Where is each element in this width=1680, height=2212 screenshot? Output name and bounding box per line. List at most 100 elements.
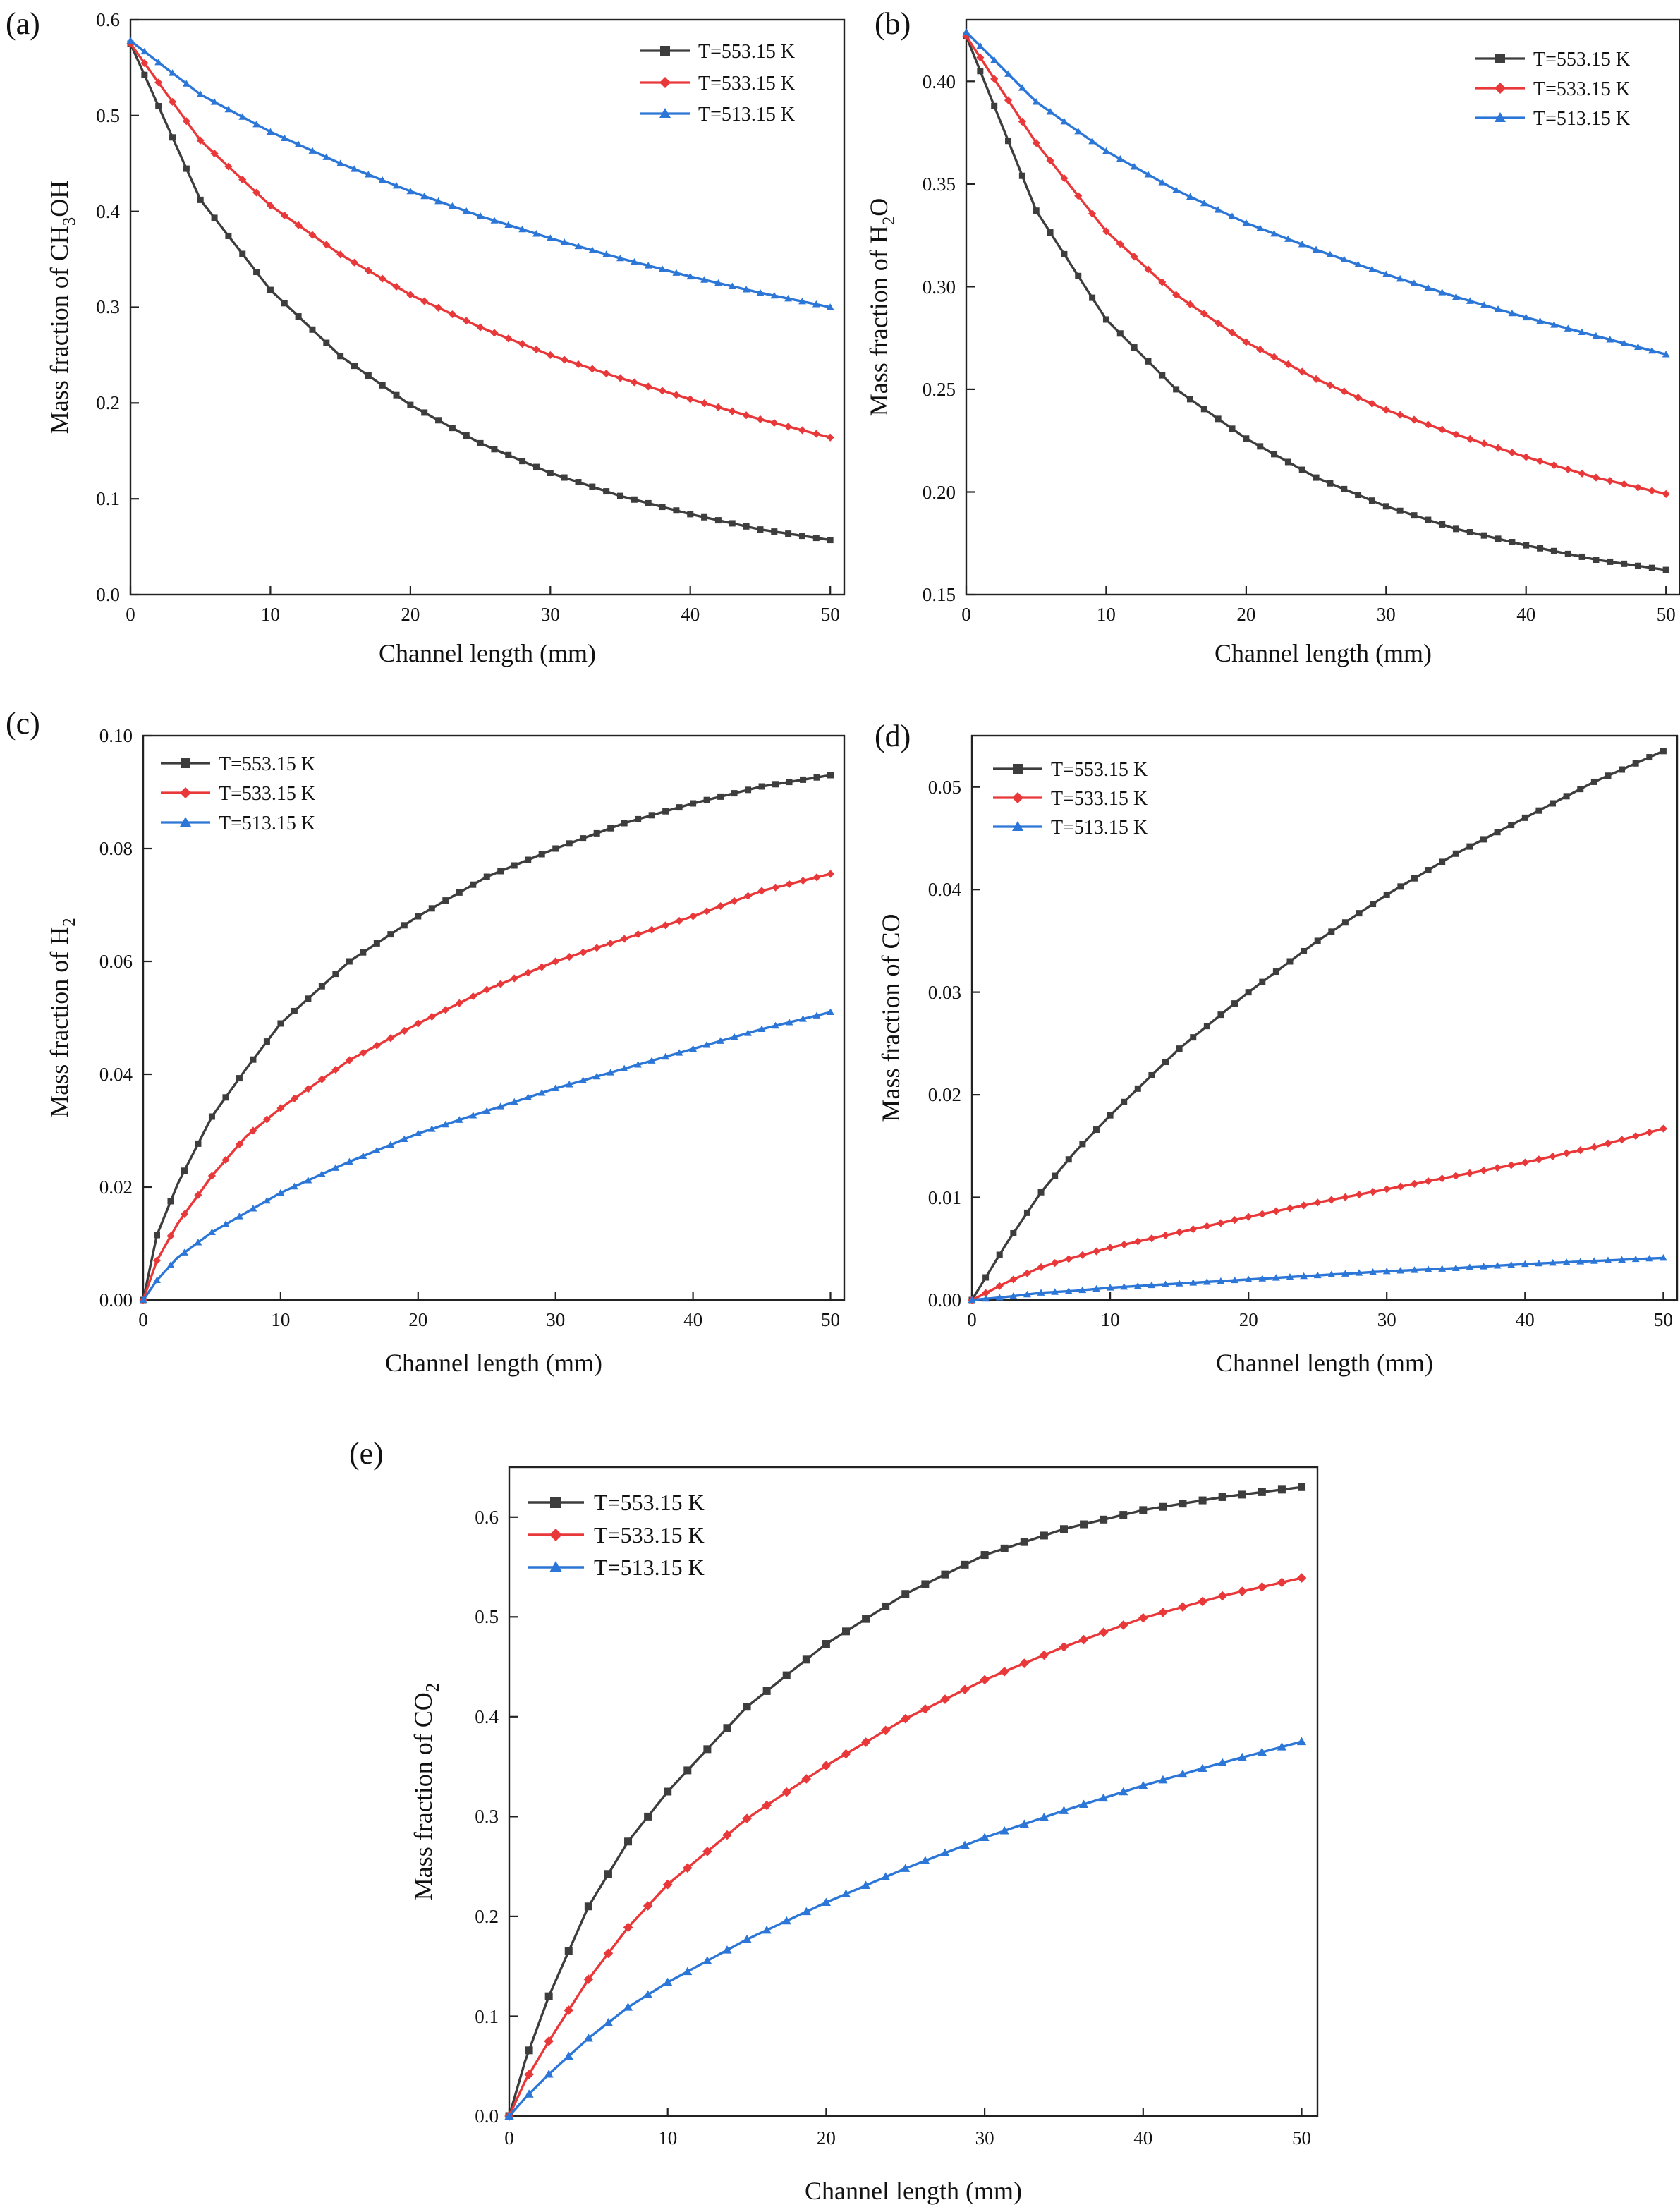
x-tick-label: 0 [126,604,135,625]
data-point-marker [647,1057,656,1064]
data-point-marker [580,835,587,842]
data-point-marker [1145,358,1152,365]
data-point-marker [1189,1225,1198,1234]
data-point-marker [442,1006,450,1014]
data-point-marker [1313,474,1320,481]
data-point-marker [730,897,738,905]
data-point-marker [593,830,600,837]
data-point-marker [532,345,541,354]
data-point-marker [1619,766,1626,773]
legend-d: T=553.15 K T=533.15 K T=513.15 K [993,759,1148,839]
data-point-marker [1621,560,1628,567]
data-point-marker [414,1019,422,1028]
data-point-marker [1298,466,1305,473]
data-point-marker [331,1066,340,1074]
y-tick-label: 0.3 [475,1806,499,1827]
data-point-marker [1564,550,1571,557]
data-point-marker [1018,172,1025,179]
data-point-marker [1133,1282,1142,1289]
legend-label: T=513.15 K [1051,817,1148,839]
data-point-marker [154,58,163,66]
data-point-marker [1023,1209,1030,1216]
data-point-marker [976,53,985,62]
data-point-marker [470,881,477,888]
data-point-marker [771,528,778,535]
data-point-marker [744,1029,752,1036]
y-axis-title-c: Mass fraction of H2 [45,918,79,1117]
data-point-marker [1217,1277,1225,1284]
data-point-marker [722,1830,732,1840]
data-point-marker [1019,1658,1030,1668]
data-point-marker [169,134,176,141]
data-point-marker [1382,1185,1391,1193]
data-point-marker [1102,147,1110,154]
data-point-marker [1535,457,1545,466]
y-axis-title-subscript: 2 [422,1683,443,1693]
y-tick-label: 0.6 [96,9,120,30]
data-point-marker [1439,858,1446,865]
x-ticks-c: 0 10 20 30 40 50 [138,1292,840,1330]
data-point-marker [1312,375,1320,383]
series-line [142,1011,831,1301]
data-point-marker [1089,294,1096,301]
data-point-marker [393,391,400,399]
legend-label: T=533.15 K [1533,78,1630,100]
data-point-marker [504,334,513,343]
data-point-marker [1272,1207,1280,1215]
data-point-marker [546,351,554,359]
data-point-marker [976,42,985,49]
data-point-marker [728,407,736,415]
data-point-marker [448,310,456,319]
data-point-marker [827,1008,834,1016]
data-point-marker [1451,430,1461,439]
y-tick-label: 0.4 [475,1706,499,1727]
data-point-marker [980,1551,989,1560]
data-point-marker [181,1167,188,1174]
y-tick-label: 0.02 [99,1177,133,1198]
data-point-marker [564,2051,573,2060]
x-tick-label: 30 [1377,1309,1396,1330]
data-point-marker [901,1590,910,1598]
data-point-marker [1242,338,1250,346]
data-point-marker [621,820,628,827]
data-point-marker [607,1069,615,1076]
data-point-marker [322,241,331,249]
x-tick-label: 10 [658,2127,677,2149]
data-point-marker [784,423,793,431]
data-point-marker [1606,336,1614,343]
data-point-marker [1522,313,1530,321]
data-point-marker [1535,1259,1543,1267]
data-point-marker [183,165,190,172]
data-point-marker [1023,1290,1031,1298]
y-tick-label: 0.03 [928,982,961,1003]
y-ticks-b: 0.15 0.20 0.25 0.30 0.35 0.40 [923,71,975,605]
data-point-marker [1271,451,1278,458]
data-point-marker [1466,1263,1474,1270]
data-point-marker [683,1967,693,1976]
data-point-marker [1120,1240,1128,1249]
data-point-marker [469,992,477,1001]
legend-label: T=553.15 K [1051,759,1148,781]
data-point-marker [1258,1488,1266,1496]
data-point-marker [525,2046,533,2055]
data-point-marker [714,517,722,524]
data-point-marker [786,779,793,786]
data-point-marker [1355,492,1362,499]
data-point-marker [1284,235,1292,242]
data-point-marker [1396,507,1404,514]
data-point-marker [434,303,443,312]
y-tick-label: 0.2 [475,1906,499,1927]
data-point-marker [427,1125,436,1132]
data-point-marker [1245,989,1252,996]
data-point-marker [428,905,435,912]
data-point-marker [762,1687,771,1695]
data-point-marker [372,1146,381,1154]
data-point-marker [574,360,583,369]
data-point-marker [900,1713,911,1724]
data-point-marker [1190,1034,1197,1041]
data-point-marker [1148,1234,1156,1243]
data-point-marker [386,1141,395,1148]
data-point-marker [249,1126,257,1135]
series-group-d [968,748,1667,1304]
data-point-marker [1270,229,1278,237]
